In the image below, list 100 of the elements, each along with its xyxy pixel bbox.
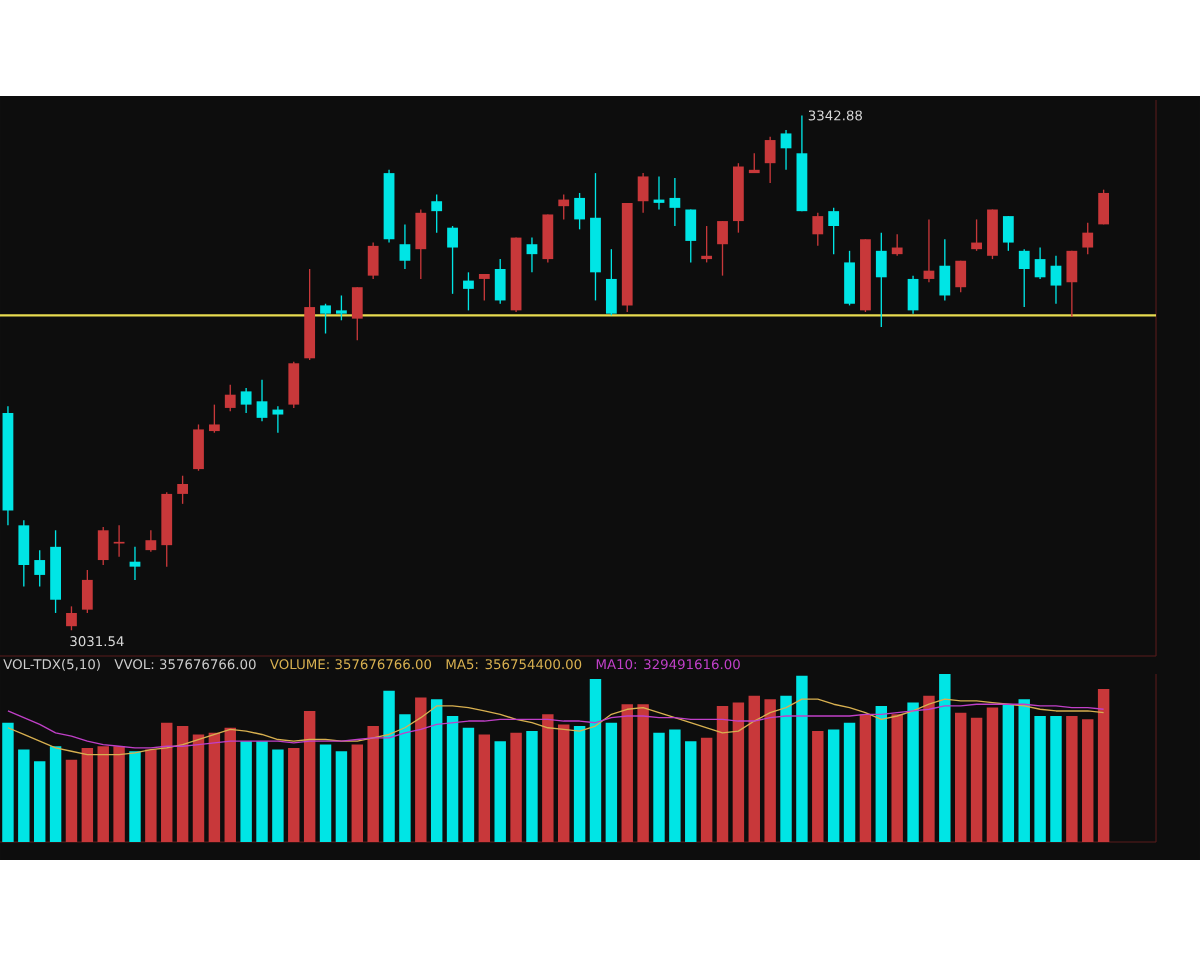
candlestick	[558, 193, 570, 221]
bar	[796, 675, 808, 842]
bar	[716, 705, 729, 842]
bar	[669, 729, 681, 842]
candlestick	[605, 248, 617, 316]
bar	[367, 726, 379, 842]
bar	[510, 732, 522, 842]
bar	[939, 674, 951, 842]
candlestick	[1050, 255, 1062, 305]
bar	[1082, 719, 1094, 842]
candlestick	[399, 223, 411, 270]
bar	[383, 690, 395, 842]
candlestick	[1082, 222, 1094, 255]
bar	[303, 710, 316, 842]
candlestick	[971, 218, 982, 252]
bar	[653, 732, 665, 842]
bar	[65, 759, 78, 842]
candlestick	[1034, 246, 1046, 280]
candlestick	[113, 524, 125, 558]
bar	[1034, 716, 1046, 842]
candlestick	[780, 129, 792, 171]
candlestick	[66, 605, 77, 631]
bar	[954, 712, 967, 842]
bar	[129, 751, 141, 842]
bar	[558, 724, 570, 842]
bar	[272, 749, 284, 842]
bar	[351, 744, 363, 842]
bar	[97, 746, 109, 842]
bar	[700, 737, 713, 842]
candlestick	[987, 208, 998, 260]
candlestick	[478, 273, 490, 302]
bar	[685, 741, 697, 842]
candlestick	[224, 384, 236, 412]
bar	[605, 722, 618, 842]
candlestick	[447, 225, 458, 295]
candlestick	[939, 238, 951, 302]
bar	[256, 741, 268, 842]
candlestick	[1098, 188, 1110, 226]
bar	[1097, 689, 1110, 842]
bar	[49, 746, 62, 842]
candlestick	[828, 207, 840, 255]
bar	[2, 722, 14, 842]
bar	[970, 717, 983, 842]
candlestick	[97, 526, 109, 566]
bar	[526, 731, 538, 842]
candlestick	[526, 236, 538, 273]
bar	[1002, 704, 1015, 842]
candlestick	[81, 569, 93, 614]
bar	[161, 722, 173, 842]
candlestick	[240, 387, 252, 414]
candlestick	[685, 208, 697, 264]
bar	[208, 732, 221, 842]
bar	[542, 714, 554, 842]
bar	[113, 746, 125, 842]
bar	[780, 695, 792, 842]
candlestick	[1018, 248, 1030, 308]
candlestick	[717, 220, 728, 277]
candlestick	[336, 294, 347, 321]
candlestick	[320, 303, 331, 335]
bar	[827, 729, 840, 842]
bar	[176, 726, 189, 842]
bar	[288, 747, 300, 842]
candlestick	[844, 250, 855, 307]
candlestick	[701, 225, 713, 264]
candlestick	[955, 260, 967, 293]
candlestick	[256, 379, 268, 422]
bar	[812, 731, 824, 842]
candlestick	[34, 549, 46, 588]
candlestick	[875, 231, 887, 328]
candlestick	[764, 136, 776, 184]
bar	[494, 741, 506, 842]
bar	[478, 734, 491, 842]
bar	[399, 714, 411, 842]
candlestick	[463, 271, 474, 312]
bar	[430, 699, 443, 842]
bar	[589, 679, 602, 842]
bar	[224, 727, 236, 842]
candlestick	[177, 475, 189, 505]
bar	[907, 702, 919, 842]
bar	[843, 722, 856, 842]
bar	[1018, 699, 1030, 842]
bar	[462, 727, 475, 842]
bar	[446, 716, 459, 842]
bar	[145, 749, 157, 842]
bar	[335, 751, 348, 842]
candlestick	[1066, 250, 1078, 318]
bar	[81, 747, 94, 842]
bar	[1050, 716, 1062, 842]
bar	[573, 726, 586, 842]
candlestick	[891, 233, 903, 257]
candlestick	[272, 405, 284, 434]
candlestick	[367, 241, 379, 280]
candlestick	[542, 213, 554, 264]
bar	[859, 714, 872, 842]
candlestick	[431, 193, 443, 234]
candlestick	[574, 192, 585, 230]
candlestick	[415, 208, 427, 280]
bar	[891, 714, 903, 842]
bar	[637, 704, 649, 842]
candlestick	[669, 177, 681, 227]
